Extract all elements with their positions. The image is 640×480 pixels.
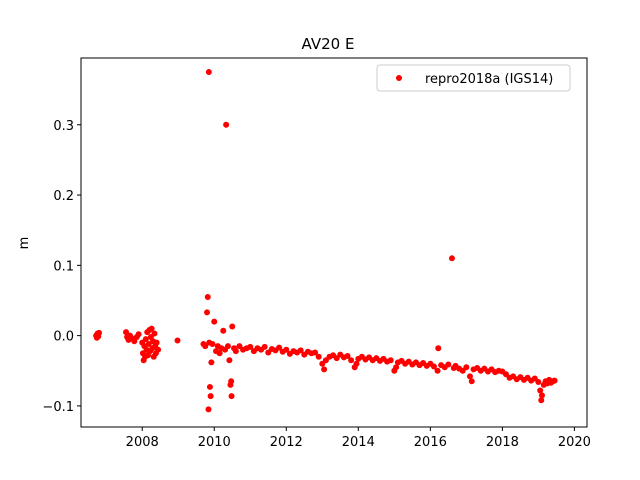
data-point: [463, 364, 470, 371]
data-point: [145, 341, 152, 348]
data-point: [216, 350, 223, 357]
data-point: [228, 378, 235, 385]
data-point: [204, 309, 211, 316]
data-point: [283, 346, 290, 353]
data-points: [93, 69, 558, 413]
x-tick-label: 2008: [126, 435, 159, 450]
data-point: [123, 329, 130, 336]
data-point: [96, 329, 103, 336]
data-point: [535, 379, 542, 386]
y-tick-label: 0.1: [53, 259, 74, 274]
data-point: [551, 377, 558, 384]
chart-title: AV20 E: [302, 35, 355, 53]
y-axis-ticks: −0.1 0.0 0.1 0.2 0.3: [42, 119, 81, 415]
data-point: [430, 363, 437, 370]
data-point: [466, 373, 473, 380]
y-tick-label: 0.3: [53, 119, 74, 134]
data-point: [148, 325, 155, 332]
data-point: [204, 293, 211, 300]
x-tick-label: 2014: [342, 435, 375, 450]
data-point: [220, 327, 227, 334]
data-point: [353, 360, 360, 367]
data-point: [537, 387, 544, 394]
x-tick-label: 2018: [486, 435, 519, 450]
data-point: [135, 331, 142, 338]
data-point: [207, 393, 214, 400]
data-point: [209, 341, 216, 348]
data-point: [174, 337, 181, 344]
data-point: [538, 392, 545, 399]
legend-box: [376, 64, 571, 92]
data-point: [153, 339, 160, 346]
data-point: [155, 346, 162, 353]
data-point: [538, 397, 545, 404]
data-point: [211, 318, 218, 325]
x-tick-label: 2020: [558, 435, 591, 450]
x-tick-label: 2010: [198, 435, 231, 450]
data-point: [224, 343, 231, 350]
data-point: [229, 323, 236, 330]
y-tick-label: 0.2: [53, 189, 74, 204]
data-point: [232, 348, 239, 355]
x-tick-label: 2016: [414, 435, 447, 450]
data-point: [321, 366, 328, 373]
data-point: [344, 353, 351, 360]
x-axis-ticks: 2008 2010 2012 2014 2016 2018 2020: [126, 427, 591, 450]
y-axis-label: m: [17, 237, 32, 250]
data-point: [226, 357, 233, 364]
plot-frame: [80, 57, 588, 428]
data-point: [297, 347, 304, 354]
data-point: [445, 361, 452, 368]
data-point: [315, 353, 322, 360]
data-point: [468, 378, 475, 385]
data-point: [202, 343, 209, 350]
data-point: [393, 364, 400, 371]
data-point: [448, 255, 455, 262]
data-point: [434, 367, 441, 374]
data-point: [312, 349, 319, 356]
data-point: [435, 345, 442, 352]
data-point: [142, 336, 149, 343]
y-tick-label: −0.1: [42, 400, 74, 415]
data-point: [205, 69, 212, 76]
data-point: [206, 383, 213, 390]
legend-label: repro2018a (IGS14): [425, 72, 553, 87]
data-point: [387, 357, 394, 364]
data-point: [276, 344, 283, 351]
data-point: [348, 357, 355, 364]
data-point: [205, 406, 212, 413]
data-point: [208, 359, 215, 366]
legend: repro2018a (IGS14): [376, 64, 571, 92]
data-point: [247, 343, 254, 350]
data-point: [151, 330, 158, 337]
data-point: [223, 121, 230, 128]
data-point: [228, 393, 235, 400]
x-tick-label: 2012: [270, 435, 303, 450]
y-tick-label: 0.0: [53, 330, 74, 345]
data-point: [261, 343, 268, 350]
legend-marker: [396, 75, 402, 81]
